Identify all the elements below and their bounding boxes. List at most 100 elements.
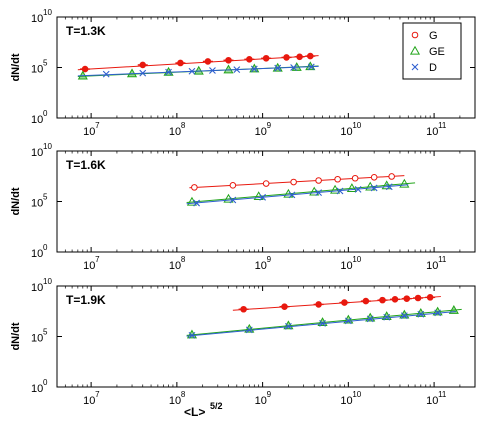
data-point: [379, 296, 386, 304]
data-point: [315, 189, 323, 197]
series-G: [232, 294, 441, 313]
fit-line-D: [186, 310, 457, 337]
series-D: [186, 309, 457, 339]
y-tick-label: 105: [31, 59, 48, 76]
data-point: [354, 185, 362, 193]
data-point: [388, 173, 395, 180]
fit-line-D: [186, 184, 409, 205]
data-point: [362, 297, 370, 305]
x-tick-label-base: 10: [169, 126, 181, 138]
y-tick-label-base: 10: [31, 333, 43, 345]
data-point: [344, 317, 352, 325]
data-point: [229, 196, 237, 204]
data-point: [351, 174, 359, 182]
x-tick-label-base: 10: [255, 126, 267, 138]
x-tick-label-exponent: 11: [438, 255, 447, 264]
y-axis-label: dN/dt: [10, 187, 22, 215]
x-tick-label-exponent: 9: [267, 390, 272, 399]
series-G: [189, 173, 405, 191]
panels: 107108109101010111001051010dN/dtT=1.3K10…: [10, 8, 476, 407]
data-point: [233, 66, 241, 73]
data-point: [288, 191, 296, 199]
data-point: [334, 175, 341, 183]
data-point: [193, 199, 201, 207]
x-tick-label-base: 10: [426, 126, 438, 138]
data-point: [223, 64, 234, 74]
data-point: [165, 68, 172, 76]
legend-label: GE: [429, 46, 445, 58]
data-point: [336, 187, 344, 195]
x-tick-label-exponent: 8: [181, 390, 186, 399]
y-tick-label: 100: [31, 378, 48, 395]
plot-frame: [56, 150, 476, 253]
data-point: [188, 67, 196, 75]
data-point: [426, 294, 434, 301]
y-tick-label-base: 10: [31, 64, 43, 76]
legend: G GE D: [402, 22, 462, 80]
y-tick-label-exponent: 0: [43, 378, 48, 387]
fit-line-G: [77, 55, 319, 71]
data-point: [81, 65, 89, 73]
data-point: [391, 296, 399, 303]
y-tick-label-exponent: 5: [43, 193, 48, 202]
data-point: [319, 319, 326, 327]
y-tick-label-base: 10: [31, 13, 43, 25]
data-point: [139, 69, 147, 77]
data-point: [102, 70, 110, 78]
y-tick-label-exponent: 10: [43, 277, 52, 286]
data-point: [414, 294, 422, 302]
data-point: [274, 64, 282, 72]
y-tick-label-base: 10: [31, 147, 43, 159]
legend-entry-G: G: [411, 30, 438, 42]
legend-entry-D: D: [411, 62, 437, 74]
y-tick-label-exponent: 5: [43, 59, 48, 68]
data-point: [191, 184, 198, 191]
x-tick-label-exponent: 8: [181, 121, 186, 130]
x-axis-label-exponent: 5/2: [210, 401, 223, 411]
data-point: [307, 63, 315, 71]
data-point: [177, 59, 184, 67]
data-point: [309, 186, 320, 196]
x-tick-label: 107: [83, 121, 100, 138]
x-tick-label: 108: [169, 255, 186, 272]
data-point: [209, 67, 216, 74]
fit-line-GE: [186, 182, 416, 203]
data-point: [245, 326, 253, 334]
legend-label: G: [429, 30, 438, 42]
data-point: [366, 315, 374, 323]
data-point: [283, 54, 290, 61]
data-point: [417, 310, 425, 318]
data-point: [281, 303, 288, 310]
x-tick-label-exponent: 10: [352, 390, 361, 399]
y-axis-label: dN/dt: [10, 322, 22, 350]
x-tick-label-base: 10: [426, 260, 438, 272]
x-tick-label-exponent: 8: [181, 255, 186, 264]
data-point: [259, 193, 266, 201]
y-tick-label-base: 10: [31, 248, 43, 260]
shared-x-axis-label: <L> 5/2: [184, 401, 223, 419]
y-tick-label-exponent: 0: [43, 243, 48, 252]
data-point: [346, 183, 357, 193]
legend-marker: [411, 63, 419, 71]
x-tick-label: 108: [169, 121, 186, 138]
x-tick-label-base: 10: [83, 395, 95, 407]
legend-entry-GE: GE: [409, 45, 445, 58]
y-tick-label: 100: [31, 109, 48, 126]
legend-marker: [409, 45, 421, 55]
data-point: [307, 52, 314, 60]
data-point: [262, 54, 270, 62]
data-point: [285, 323, 292, 330]
x-tick-label-base: 10: [255, 260, 267, 272]
data-point: [139, 61, 147, 69]
y-tick-label-base: 10: [31, 282, 43, 294]
x-tick-label-base: 10: [83, 126, 95, 138]
x-tick-label-exponent: 11: [438, 121, 447, 130]
